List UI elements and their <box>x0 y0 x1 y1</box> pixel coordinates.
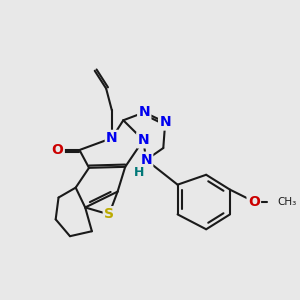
Text: N: N <box>106 131 118 145</box>
Text: N: N <box>159 115 171 129</box>
Text: O: O <box>248 194 260 208</box>
Text: CH₃: CH₃ <box>278 196 297 206</box>
Text: S: S <box>104 207 114 221</box>
Text: H: H <box>134 166 145 179</box>
Text: N: N <box>140 153 152 167</box>
Text: O: O <box>52 143 64 157</box>
Text: N: N <box>138 105 150 119</box>
Text: N: N <box>137 133 149 147</box>
